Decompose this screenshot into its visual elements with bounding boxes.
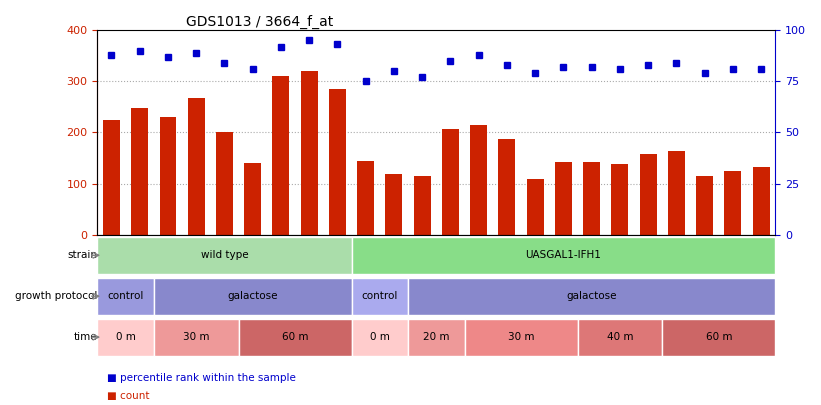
FancyBboxPatch shape [577, 319, 663, 356]
FancyBboxPatch shape [663, 319, 775, 356]
FancyBboxPatch shape [351, 278, 408, 315]
FancyBboxPatch shape [154, 319, 239, 356]
Bar [696, 176, 713, 235]
Text: 0 m: 0 m [116, 332, 135, 342]
Bar [470, 125, 487, 235]
Bar [245, 163, 261, 235]
FancyBboxPatch shape [465, 319, 577, 356]
Bar [583, 162, 600, 235]
FancyBboxPatch shape [98, 278, 154, 315]
Bar [216, 132, 233, 235]
Text: galactose: galactose [566, 291, 617, 301]
Text: growth protocol: growth protocol [15, 291, 98, 301]
FancyBboxPatch shape [408, 319, 465, 356]
Text: 0 m: 0 m [370, 332, 390, 342]
Bar [273, 76, 290, 235]
Bar [753, 167, 769, 235]
Bar [612, 164, 628, 235]
Text: 30 m: 30 m [183, 332, 209, 342]
Bar [103, 120, 120, 235]
FancyBboxPatch shape [239, 319, 351, 356]
FancyBboxPatch shape [351, 319, 408, 356]
Bar [329, 89, 346, 235]
Bar [131, 108, 149, 235]
Text: control: control [108, 291, 144, 301]
FancyBboxPatch shape [98, 319, 154, 356]
FancyBboxPatch shape [98, 237, 351, 274]
Bar [442, 129, 459, 235]
Text: 60 m: 60 m [705, 332, 732, 342]
Bar [724, 171, 741, 235]
Text: GDS1013 / 3664_f_at: GDS1013 / 3664_f_at [186, 15, 333, 29]
Text: 30 m: 30 m [508, 332, 534, 342]
Text: 60 m: 60 m [282, 332, 309, 342]
Bar [357, 161, 374, 235]
Bar [498, 139, 516, 235]
Text: ■ count: ■ count [107, 391, 149, 401]
Bar [640, 154, 657, 235]
Bar [159, 117, 177, 235]
Text: time: time [74, 332, 98, 342]
Text: UASGAL1-IFH1: UASGAL1-IFH1 [525, 250, 601, 260]
Bar [555, 162, 572, 235]
FancyBboxPatch shape [351, 237, 775, 274]
Bar [188, 98, 204, 235]
Text: ■ percentile rank within the sample: ■ percentile rank within the sample [107, 373, 296, 383]
Bar [300, 71, 318, 235]
Text: galactose: galactose [227, 291, 278, 301]
Text: 40 m: 40 m [607, 332, 633, 342]
Text: 20 m: 20 m [423, 332, 450, 342]
Bar [414, 176, 431, 235]
Bar [386, 175, 402, 235]
Bar [527, 179, 544, 235]
Bar [668, 151, 685, 235]
Text: wild type: wild type [200, 250, 248, 260]
Text: strain: strain [67, 250, 98, 260]
FancyBboxPatch shape [154, 278, 351, 315]
FancyBboxPatch shape [408, 278, 775, 315]
Text: control: control [361, 291, 398, 301]
